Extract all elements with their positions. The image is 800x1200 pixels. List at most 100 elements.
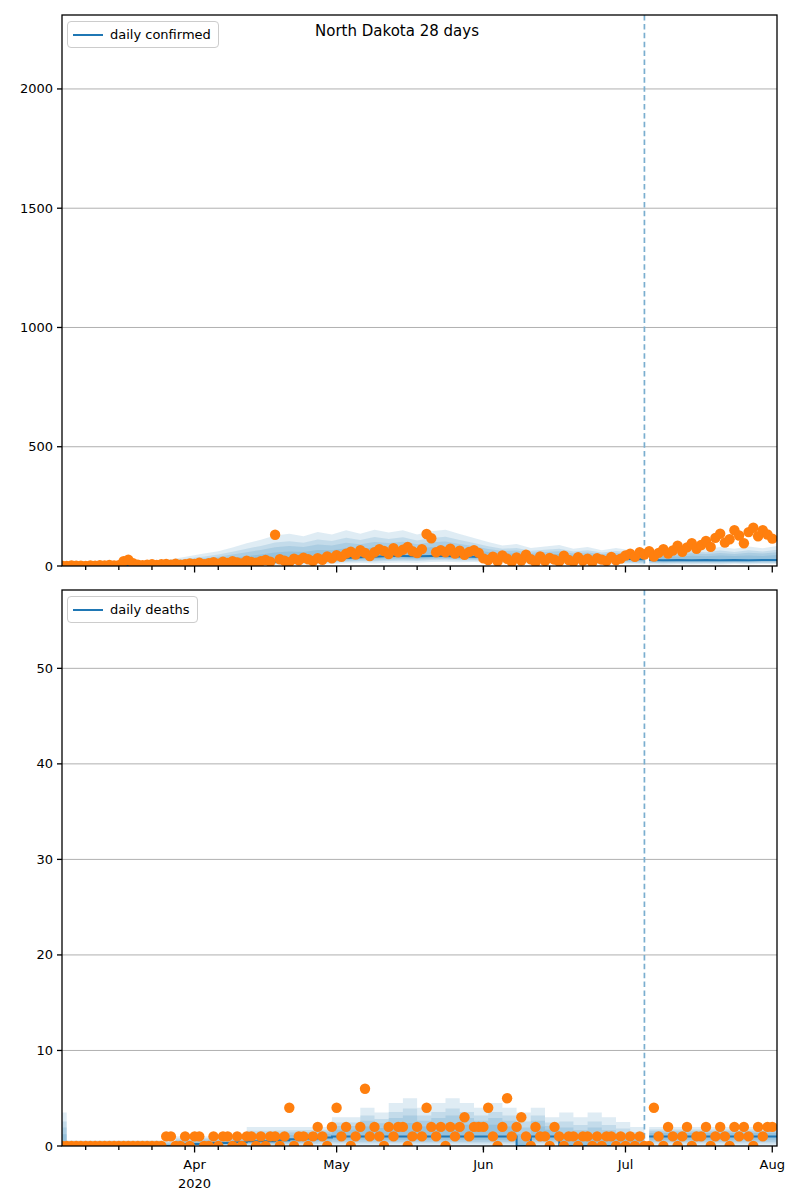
data-point — [436, 1122, 446, 1132]
legend-daily-deaths: daily deaths — [67, 596, 198, 623]
data-point — [649, 1103, 659, 1113]
y-tick-label: 2000 — [20, 81, 53, 96]
data-point — [516, 1112, 526, 1122]
data-point — [166, 1131, 176, 1141]
data-point — [308, 1131, 318, 1141]
data-point — [635, 1131, 645, 1141]
data-point — [180, 1131, 190, 1141]
figure: 0 500 1000 1500 20000 10 20 30 40 50 Apr 2020 May Jun… — [0, 0, 800, 1200]
data-point — [540, 1131, 550, 1141]
data-point — [720, 1131, 730, 1141]
data-point — [592, 1131, 602, 1141]
data-point — [417, 544, 427, 554]
data-point — [715, 1122, 725, 1132]
data-point — [355, 1122, 365, 1132]
data-point — [407, 1131, 417, 1141]
data-point — [502, 1093, 512, 1103]
data-point — [521, 1131, 531, 1141]
data-point — [767, 1122, 777, 1132]
data-point — [270, 1131, 280, 1141]
legend-daily-confirmed: daily confirmed — [67, 21, 219, 48]
y-tick-label: 500 — [28, 439, 53, 454]
y-tick-label: 10 — [36, 1043, 53, 1058]
x-tick-label: Jul — [617, 1157, 634, 1172]
data-point — [270, 530, 280, 540]
data-point — [677, 1131, 687, 1141]
data-point — [497, 1122, 507, 1132]
legend-line-icon — [73, 609, 103, 611]
legend-line-icon — [73, 34, 103, 36]
data-point — [246, 1131, 256, 1141]
data-point — [341, 1122, 351, 1132]
data-point — [459, 1112, 469, 1122]
data-point — [668, 1131, 678, 1141]
data-point — [369, 1122, 379, 1132]
data-point — [530, 1122, 540, 1132]
data-point — [223, 1131, 233, 1141]
data-point — [616, 1131, 626, 1141]
data-point — [336, 1131, 346, 1141]
y-tick-label: 1500 — [20, 201, 53, 216]
data-point — [739, 538, 749, 548]
x-tick-label: Apr — [183, 1157, 206, 1172]
data-point — [421, 1103, 431, 1113]
data-point — [582, 1131, 592, 1141]
axes-frame — [62, 15, 777, 566]
data-point — [265, 557, 275, 567]
x-year-label: 2020 — [178, 1176, 211, 1191]
data-point — [279, 1131, 289, 1141]
data-point — [743, 1131, 753, 1141]
data-point — [450, 1131, 460, 1141]
data-point — [507, 1131, 517, 1141]
data-point — [398, 1122, 408, 1132]
data-point — [464, 1131, 474, 1141]
data-point — [327, 1122, 337, 1132]
data-point — [663, 1122, 673, 1132]
legend-label-confirmed: daily confirmed — [110, 27, 211, 42]
data-point — [331, 1103, 341, 1113]
data-point — [701, 1122, 711, 1132]
data-point — [696, 1131, 706, 1141]
data-point — [374, 1131, 384, 1141]
data-point — [715, 529, 725, 539]
data-point — [360, 1084, 370, 1094]
y-tick-label: 0 — [45, 559, 53, 574]
data-point — [724, 534, 734, 544]
y-tick-label: 50 — [36, 661, 53, 676]
data-point — [554, 1131, 564, 1141]
data-point — [426, 533, 436, 543]
data-point — [653, 1131, 663, 1141]
y-tick-label: 30 — [36, 852, 53, 867]
legend-label-deaths: daily deaths — [110, 602, 190, 617]
data-point — [194, 1131, 204, 1141]
data-point — [317, 1131, 327, 1141]
data-point — [483, 1103, 493, 1113]
data-point — [568, 1131, 578, 1141]
chart-confirmed: 0 500 1000 1500 2000 — [20, 15, 778, 574]
x-tick-label: Jun — [472, 1157, 493, 1172]
data-point — [256, 1131, 266, 1141]
chart-deaths: 01020304050Apr2020MayJunJulAug — [36, 590, 785, 1191]
data-point — [488, 1131, 498, 1141]
data-point — [734, 1131, 744, 1141]
y-tick-label: 40 — [36, 756, 53, 771]
data-point — [511, 1122, 521, 1132]
x-tick-label: May — [323, 1157, 350, 1172]
data-point — [478, 1122, 488, 1132]
data-point — [729, 1122, 739, 1132]
data-point — [412, 1122, 422, 1132]
data-point — [753, 1122, 763, 1132]
data-point — [758, 1131, 768, 1141]
data-point — [739, 1122, 749, 1132]
data-point — [606, 1131, 616, 1141]
data-point — [388, 1131, 398, 1141]
data-point — [625, 1131, 635, 1141]
data-point — [350, 1131, 360, 1141]
chart-title: North Dakota 28 days — [315, 22, 479, 40]
y-tick-label: 20 — [36, 947, 53, 962]
data-point — [682, 1122, 692, 1132]
data-point — [706, 542, 716, 552]
data-point — [298, 1131, 308, 1141]
y-tick-label: 1000 — [20, 320, 53, 335]
x-tick-label: Aug — [760, 1157, 785, 1172]
